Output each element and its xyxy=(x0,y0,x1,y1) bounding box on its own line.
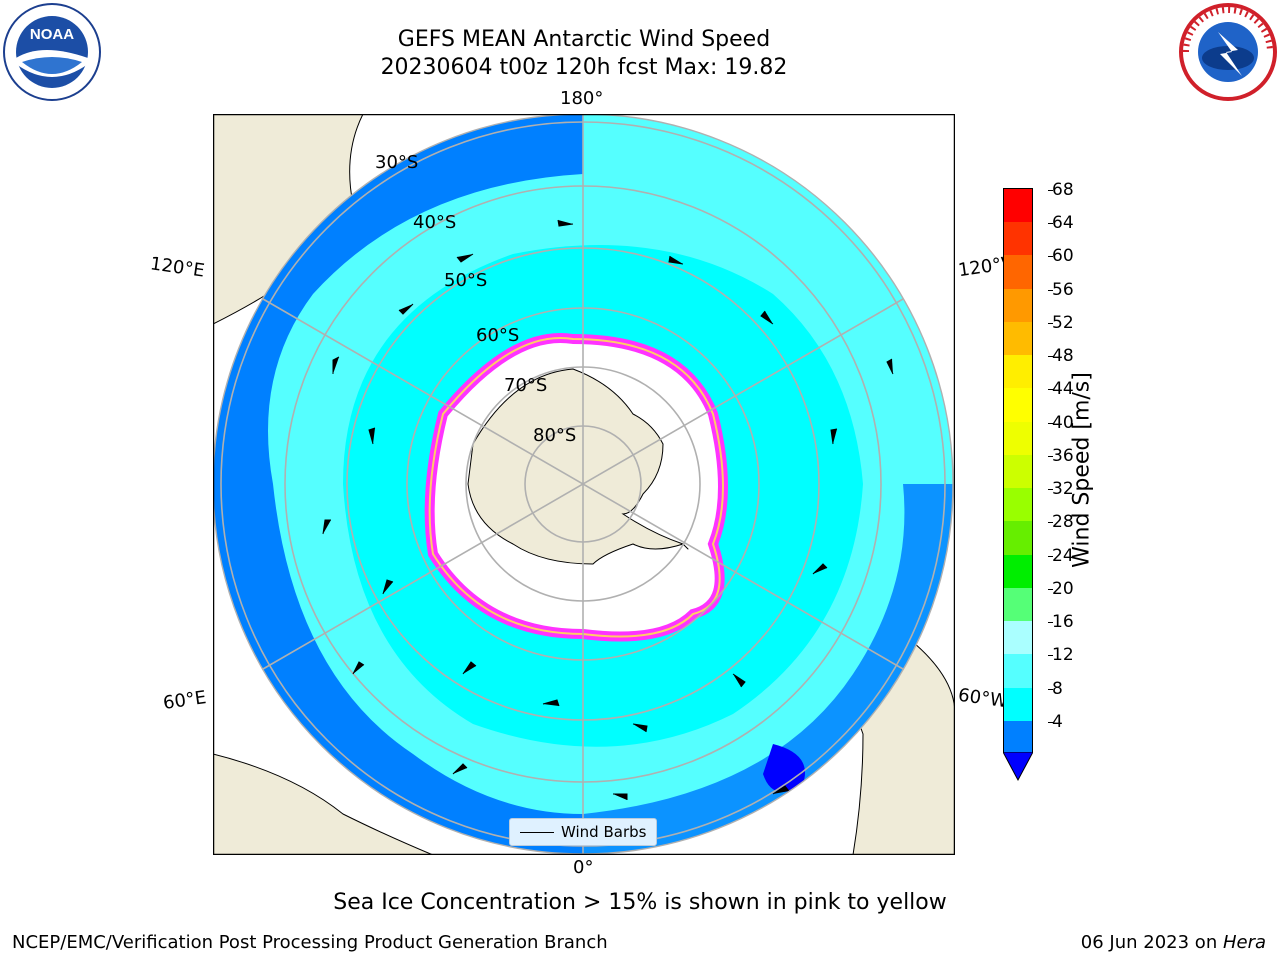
colorbar-tick-label: 12 xyxy=(1048,645,1074,666)
colorbar-tick-label: 24 xyxy=(1048,545,1074,566)
colorbar-tick-label: 68 xyxy=(1048,180,1074,200)
colorbar-segment xyxy=(1004,288,1032,322)
colorbar-tick-label: 32 xyxy=(1048,479,1074,500)
chart-title: GEFS MEAN Antarctic Wind Speed xyxy=(397,27,771,52)
lat-label-80s: 80°S xyxy=(533,425,577,446)
lon-label-120e: 120°E xyxy=(148,253,206,282)
ocean-dark-blue-2 xyxy=(763,744,805,792)
lon-label-180: 180° xyxy=(560,88,604,109)
colorbar-segment xyxy=(1004,521,1032,555)
colorbar-tick-label: 16 xyxy=(1048,612,1074,633)
colorbar-segment xyxy=(1004,687,1032,721)
antarctic-wind-map xyxy=(213,114,955,855)
colorbar-segment xyxy=(1004,587,1032,622)
colorbar-tick-label: 4 xyxy=(1048,711,1063,732)
colorbar-tick-label: 60 xyxy=(1048,246,1074,267)
ocean-band-blue-2 xyxy=(213,484,583,854)
lon-label-60e: 60°E xyxy=(161,687,208,714)
lat-label-70s: 70°S xyxy=(504,375,548,396)
lat-label-50s: 50°S xyxy=(444,270,488,291)
colorbar-tick-label: 20 xyxy=(1048,578,1074,599)
colorbar-segment xyxy=(1004,189,1032,223)
colorbar-segment xyxy=(1004,720,1032,754)
colorbar-tick-label: 40 xyxy=(1048,412,1074,433)
antarctica-land xyxy=(467,368,689,565)
lat-label-30s: 30°S xyxy=(375,152,419,173)
colorbar-segment xyxy=(1004,654,1032,688)
nws-logo xyxy=(1178,2,1278,102)
lon-label-60w: 60°W xyxy=(956,684,1009,713)
map-legend: Wind Barbs xyxy=(509,818,657,846)
colorbar-tick-label: 8 xyxy=(1048,678,1063,699)
footer-machine: Hera xyxy=(1222,932,1266,953)
colorbar-segment xyxy=(1004,355,1032,389)
lat-label-60s: 60°S xyxy=(476,325,520,346)
colorbar-tick-label: 36 xyxy=(1048,445,1074,466)
colorbar-tick-label: 52 xyxy=(1048,312,1074,333)
colorbar-segment xyxy=(1004,388,1032,422)
colorbar-extend-arrow xyxy=(1003,752,1033,782)
colorbar-segment xyxy=(1004,554,1032,588)
colorbar xyxy=(1003,188,1033,754)
wind-barb-legend-label: Wind Barbs xyxy=(561,823,647,841)
lat-label-40s: 40°S xyxy=(413,212,457,233)
colorbar-label: Wind Speed [m/s] xyxy=(1069,372,1095,568)
colorbar-segment xyxy=(1004,255,1032,289)
colorbar-segment xyxy=(1004,621,1032,655)
sea-ice-note: Sea Ice Concentration > 15% is shown in … xyxy=(333,890,947,915)
wind-barb-legend-line xyxy=(520,832,554,833)
colorbar-tick-label: 48 xyxy=(1048,346,1074,367)
colorbar-segment xyxy=(1004,488,1032,522)
noaa-logo-text: NOAA xyxy=(30,26,74,43)
chart-subtitle: 20230604 t00z 120h fcst Max: 19.82 xyxy=(380,55,788,80)
noaa-logo: NOAA xyxy=(2,2,102,102)
colorbar-segment xyxy=(1004,421,1032,455)
ocean-band-blue xyxy=(213,114,583,484)
colorbar-segment xyxy=(1004,222,1032,256)
colorbar-segment xyxy=(1004,321,1032,356)
africa-land xyxy=(213,753,434,855)
lon-label-0: 0° xyxy=(573,857,594,878)
footer-credit: NCEP/EMC/Verification Post Processing Pr… xyxy=(12,932,608,953)
colorbar-tick-label: 64 xyxy=(1048,213,1074,234)
colorbar-tick-label: 28 xyxy=(1048,512,1074,533)
footer-date: 06 Jun 2023 on Hera xyxy=(1080,932,1266,953)
colorbar-tick-label: 56 xyxy=(1048,279,1074,300)
colorbar-segment xyxy=(1004,454,1032,489)
colorbar-tick-label: 44 xyxy=(1048,379,1074,400)
